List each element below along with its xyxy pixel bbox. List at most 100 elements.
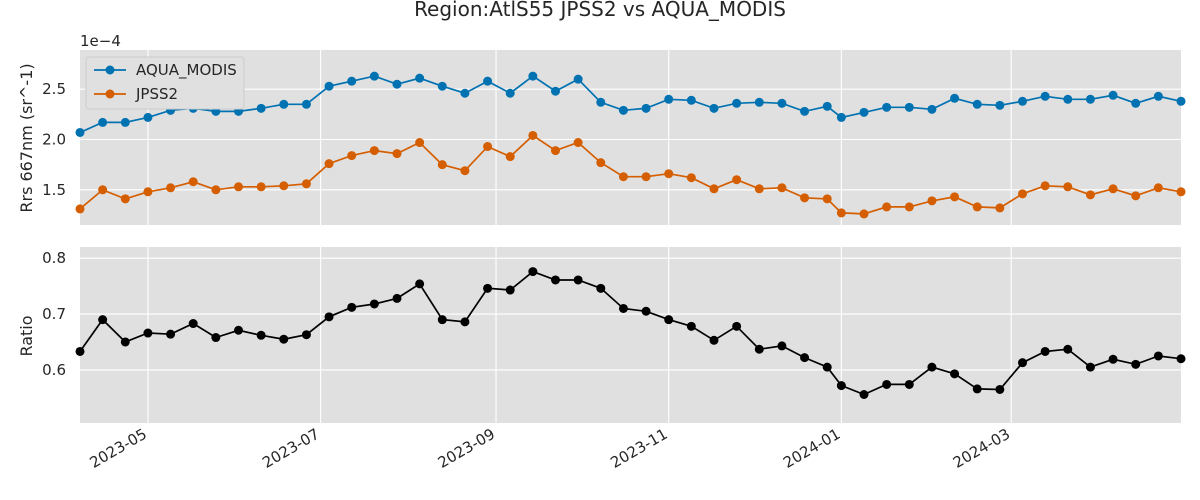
bottom-y-tick-label: 0.6 [42, 361, 66, 379]
top-plot-area [80, 50, 1181, 225]
data-point-aqua-modis [732, 98, 742, 108]
data-point-aqua-modis [664, 94, 674, 104]
data-point-aqua-modis [777, 98, 787, 108]
legend-label-aqua-modis: AQUA_MODIS [136, 61, 237, 80]
legend-label-jpss2: JPSS2 [135, 85, 178, 103]
data-point-jpss2 [188, 177, 198, 187]
data-point-jpss2 [972, 202, 982, 212]
data-point-jpss2 [505, 152, 515, 162]
data-point-jpss2 [528, 130, 538, 140]
data-point-ratio [1131, 359, 1141, 369]
data-point-aqua-modis [1153, 91, 1163, 101]
data-point-aqua-modis [972, 99, 982, 109]
data-point-ratio [324, 312, 334, 322]
data-point-ratio [437, 315, 447, 325]
data-point-aqua-modis [415, 73, 425, 83]
data-point-jpss2 [1131, 191, 1141, 201]
data-point-ratio [777, 341, 787, 351]
x-tick-label: 2023-07 [259, 425, 322, 472]
data-point-aqua-modis [347, 76, 357, 86]
data-point-aqua-modis [75, 127, 85, 137]
legend: AQUA_MODIS JPSS2 [85, 56, 245, 110]
data-point-aqua-modis [686, 95, 696, 105]
bottom-series [75, 267, 1186, 400]
data-point-ratio [188, 319, 198, 329]
data-point-jpss2 [550, 146, 560, 156]
data-point-ratio [732, 321, 742, 331]
chart-title: Region:AtlS55 JPSS2 vs AQUA_MODIS [414, 0, 786, 21]
data-point-ratio [1040, 346, 1050, 356]
data-point-jpss2 [686, 173, 696, 183]
top-y-axis-label: Rrs 667nm (sr^-1) [17, 63, 36, 212]
data-point-jpss2 [754, 184, 764, 194]
data-point-ratio [460, 317, 470, 327]
data-point-ratio [641, 306, 651, 316]
data-point-jpss2 [369, 146, 379, 156]
data-point-ratio [505, 285, 515, 295]
data-point-jpss2 [1153, 183, 1163, 193]
data-point-aqua-modis [279, 99, 289, 109]
data-point-aqua-modis [256, 103, 266, 113]
data-point-jpss2 [641, 172, 651, 182]
data-point-aqua-modis [1085, 94, 1095, 104]
data-point-ratio [347, 302, 357, 312]
data-point-jpss2 [1085, 190, 1095, 200]
data-point-aqua-modis [573, 74, 583, 84]
x-tick-label: 2024-01 [780, 425, 843, 472]
data-point-jpss2 [1176, 187, 1186, 197]
data-point-ratio [369, 299, 379, 309]
data-point-aqua-modis [143, 112, 153, 122]
top-panel: 1.5 2.0 2.5 1e−4 Rrs 667nm (sr^-1) AQUA_MO… [17, 32, 1186, 225]
data-point-aqua-modis [120, 117, 130, 127]
data-point-aqua-modis [950, 93, 960, 103]
data-point-jpss2 [950, 192, 960, 202]
legend-marker-jpss2 [105, 89, 115, 99]
data-point-jpss2 [98, 185, 108, 195]
data-point-aqua-modis [1176, 96, 1186, 106]
data-point-aqua-modis [550, 86, 560, 96]
data-point-aqua-modis [437, 81, 447, 91]
data-point-aqua-modis [618, 105, 628, 115]
top-series [75, 71, 1186, 219]
data-point-jpss2 [836, 208, 846, 218]
data-point-ratio [1085, 362, 1095, 372]
data-point-aqua-modis [859, 107, 869, 117]
x-tick-labels: 2023-05 2023-07 2023-09 2023-11 2024-01 2024-… [87, 425, 1014, 472]
data-point-jpss2 [904, 202, 914, 212]
data-point-jpss2 [927, 196, 937, 206]
data-point-aqua-modis [1018, 96, 1028, 106]
data-point-ratio [1153, 351, 1163, 361]
data-point-ratio [256, 330, 266, 340]
data-point-aqua-modis [505, 88, 515, 98]
data-point-aqua-modis [98, 117, 108, 127]
data-point-aqua-modis [301, 99, 311, 109]
data-point-jpss2 [392, 149, 402, 159]
data-point-ratio [618, 303, 628, 313]
data-point-ratio [1176, 354, 1186, 364]
x-tick-label: 2024-03 [950, 425, 1013, 472]
data-point-ratio [859, 390, 869, 400]
data-point-aqua-modis [904, 102, 914, 112]
data-point-aqua-modis [596, 97, 606, 107]
data-point-ratio [415, 279, 425, 289]
data-point-jpss2 [324, 159, 334, 169]
bottom-grid [80, 247, 1181, 423]
data-point-ratio [301, 330, 311, 340]
data-point-jpss2 [709, 184, 719, 194]
data-point-aqua-modis [392, 79, 402, 89]
data-point-ratio [528, 267, 538, 277]
data-point-jpss2 [75, 204, 85, 214]
data-point-jpss2 [415, 138, 425, 148]
data-point-ratio [211, 333, 221, 343]
data-point-jpss2 [859, 209, 869, 219]
data-point-ratio [1018, 358, 1028, 368]
x-tick-label: 2023-11 [607, 425, 670, 472]
data-point-jpss2 [460, 166, 470, 176]
bottom-y-tick-label: 0.8 [42, 249, 66, 267]
data-point-aqua-modis [836, 112, 846, 122]
data-point-jpss2 [256, 182, 266, 192]
data-point-ratio [550, 275, 560, 285]
data-point-jpss2 [143, 187, 153, 197]
data-point-jpss2 [166, 183, 176, 193]
top-y-ticks: 1.5 2.0 2.5 [42, 80, 66, 199]
